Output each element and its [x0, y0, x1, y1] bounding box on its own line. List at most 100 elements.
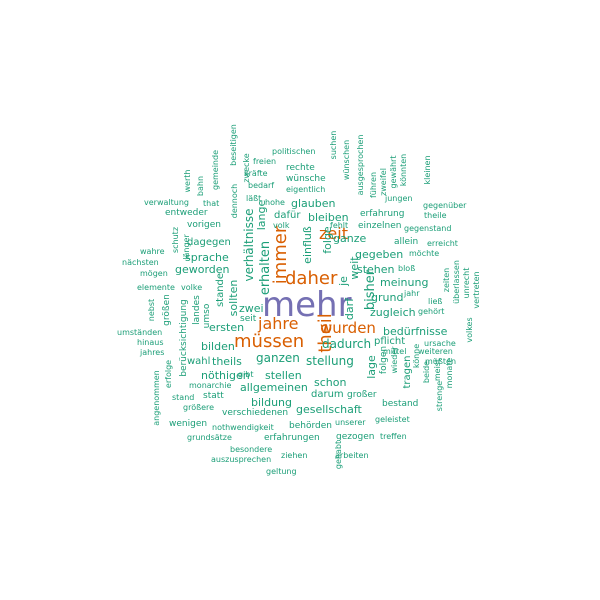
word-104: fehlt [330, 221, 349, 230]
word-100: meist [433, 358, 442, 382]
word-115: mögen [140, 269, 168, 278]
word-110: entweder [165, 208, 208, 218]
word-0: mehr [262, 285, 352, 325]
word-47: sprache [185, 251, 229, 264]
word-137: besondere [230, 445, 273, 454]
word-136: erfahrungen [264, 433, 320, 443]
word-125: angenommen [152, 370, 161, 426]
word-3: jahre [258, 314, 299, 333]
word-11: einfluß [301, 226, 314, 264]
word-70: zwecke [242, 153, 251, 183]
word-105: volk [273, 221, 290, 230]
word-145: unserer [335, 418, 366, 427]
word-98: könne [412, 343, 421, 369]
word-132: wenigen [169, 419, 208, 429]
word-4: immer [270, 225, 291, 285]
word-63: wünsche [286, 174, 326, 184]
word-87: überlassen [452, 260, 461, 304]
word-59: politischen [272, 147, 316, 156]
word-49: dagegen [187, 237, 231, 248]
word-32: ersten [209, 321, 245, 334]
word-37: nöthigen [201, 369, 250, 382]
word-69: beseitigen [229, 124, 238, 166]
word-44: lage [365, 355, 378, 379]
word-117: länger [182, 234, 191, 260]
word-67: hohe [265, 198, 285, 207]
word-135: behörden [289, 421, 332, 431]
word-99: beide [422, 360, 431, 384]
word-139: ziehen [281, 451, 308, 460]
word-95: weiteren [418, 347, 453, 356]
word-17: dadurch [322, 337, 372, 351]
word-119: volke [181, 283, 203, 292]
word-53: dafür [274, 210, 301, 221]
word-23: bleiben [308, 211, 349, 224]
word-124: erfolge [164, 359, 173, 389]
word-85: bloß [398, 264, 416, 273]
word-2: müssen [234, 331, 305, 352]
word-116: schutz [171, 226, 180, 254]
word-60: freien [253, 157, 277, 166]
word-52: umso [202, 303, 212, 329]
word-92: gehört [418, 307, 445, 316]
word-93: volkes [465, 317, 474, 343]
word-7: wurden [320, 319, 376, 337]
word-143: gezogen [336, 432, 375, 442]
word-8: erhalten [258, 240, 273, 296]
word-6: zeit [319, 224, 348, 243]
word-114: nächsten [122, 258, 159, 267]
word-108: verwaltung [144, 198, 189, 207]
word-26: stehen [357, 263, 395, 276]
word-55: größen [162, 294, 172, 326]
word-24: glauben [291, 197, 336, 210]
word-56: erfahrung [360, 209, 405, 219]
word-129: größere [183, 403, 215, 412]
word-36: wahl [187, 356, 211, 367]
word-147: großer [347, 390, 377, 400]
word-43: bildung [251, 396, 293, 409]
word-21: stellung [306, 354, 354, 368]
word-140: geltung [266, 467, 297, 476]
word-65: bedarf [248, 181, 275, 190]
word-144: treffen [380, 432, 407, 441]
word-57: einzelnen [358, 221, 402, 231]
word-101: monate [445, 357, 454, 389]
word-106: werth [183, 169, 192, 193]
word-22: ganze [333, 232, 367, 245]
word-81: theile [424, 211, 447, 220]
word-31: pflicht [374, 336, 406, 347]
word-38: allgemeinen [240, 381, 308, 394]
word-131: verschiedenen [222, 408, 289, 418]
word-103: wieder [390, 346, 399, 374]
word-109: that [203, 199, 220, 208]
word-112: dennoch [230, 183, 239, 219]
word-1: daher [285, 268, 338, 289]
word-41: gesellschaft [296, 403, 362, 416]
word-73: ausgesprochen [356, 134, 365, 196]
word-29: zugleich [370, 306, 416, 319]
word-83: erreicht [427, 239, 458, 248]
word-91: jahr [404, 289, 420, 298]
word-66: läßt [246, 194, 262, 203]
word-118: elemente [137, 283, 175, 292]
word-96: mittel [383, 347, 407, 356]
word-75: zweifel [379, 168, 388, 196]
word-142: arbeiten [335, 451, 369, 460]
word-76: gewährt [389, 155, 398, 189]
word-80: gegenüber [423, 201, 467, 210]
word-88: unrecht [462, 267, 471, 299]
word-82: gegenstand [404, 224, 452, 233]
word-62: rechte [286, 163, 315, 173]
word-127: stand [172, 393, 195, 402]
word-34: bilden [201, 340, 235, 353]
word-18: ganzen [256, 351, 300, 365]
word-68: gemeinde [211, 149, 220, 191]
word-77: könnten [399, 153, 408, 187]
word-27: meinung [380, 276, 429, 289]
word-51: landes [192, 295, 202, 325]
word-48: geworden [175, 263, 230, 276]
word-134: grundsätze [187, 433, 232, 442]
word-71: suchen [329, 130, 338, 160]
word-102: strenge [435, 380, 444, 412]
word-9: verhältnisse [242, 208, 256, 282]
